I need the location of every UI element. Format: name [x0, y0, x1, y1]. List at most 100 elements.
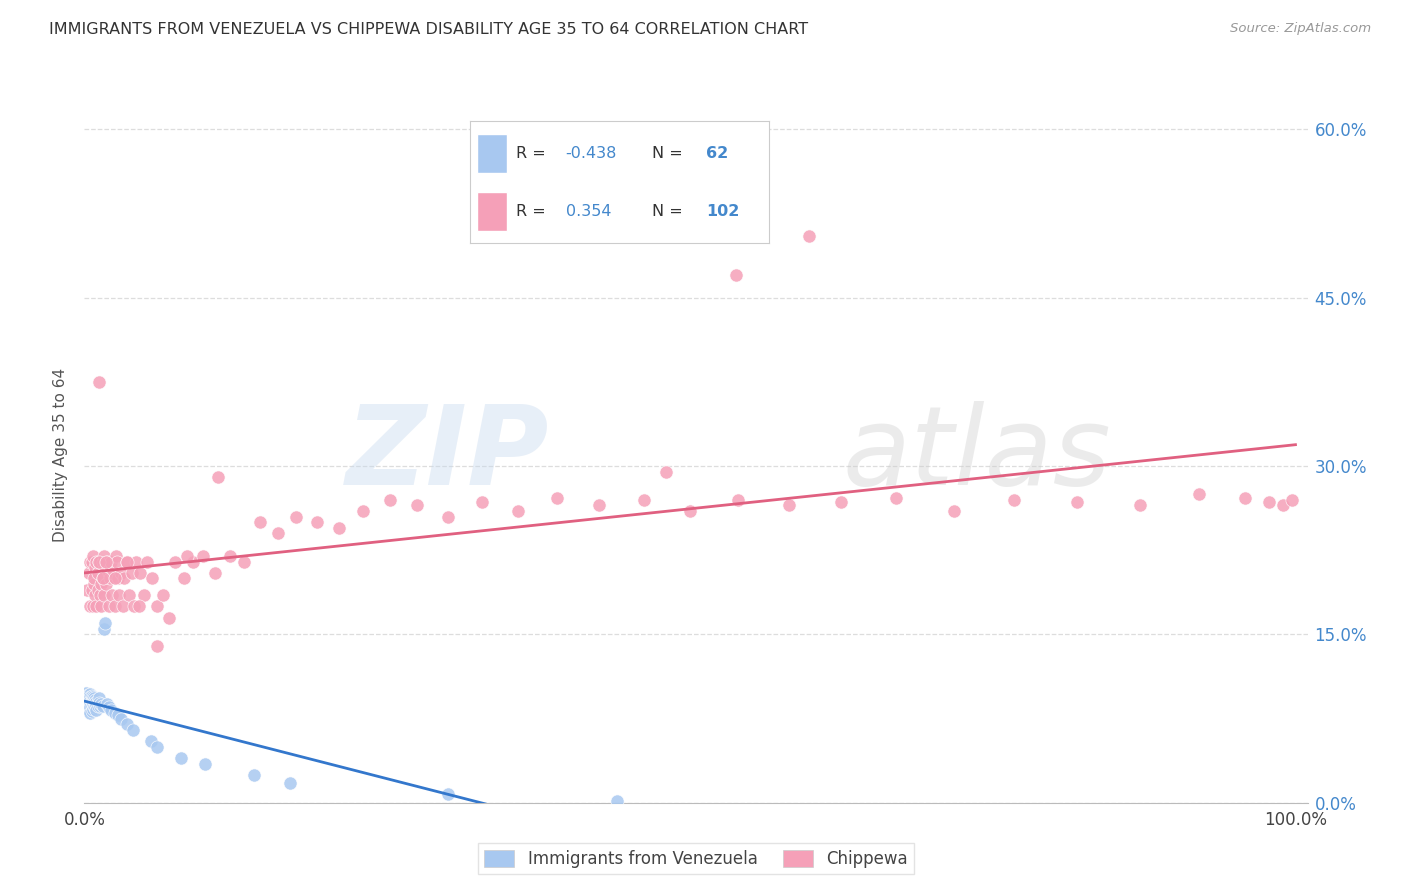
Point	[79, 697, 101, 711]
Point	[249, 515, 271, 529]
Point	[104, 599, 127, 614]
Point	[139, 734, 162, 748]
Point	[82, 599, 104, 614]
Point	[328, 521, 350, 535]
Point	[112, 599, 135, 614]
Point	[76, 690, 98, 705]
Point	[194, 756, 217, 771]
Point	[128, 599, 150, 614]
Point	[84, 560, 107, 574]
Point	[90, 577, 112, 591]
Point	[96, 577, 118, 591]
Point	[86, 582, 108, 597]
Point	[112, 571, 135, 585]
Point	[77, 689, 100, 703]
Point	[82, 694, 104, 708]
Point	[727, 492, 749, 507]
Point	[80, 704, 103, 718]
Point	[207, 470, 229, 484]
Point	[104, 571, 127, 585]
Point	[83, 691, 105, 706]
Text: ZIP: ZIP	[346, 401, 550, 508]
Point	[87, 696, 110, 710]
Point	[75, 686, 97, 700]
Point	[80, 692, 103, 706]
Point	[204, 566, 226, 580]
Point	[79, 700, 101, 714]
Point	[679, 504, 702, 518]
Point	[104, 706, 127, 720]
Point	[176, 549, 198, 563]
Point	[86, 695, 108, 709]
Point	[278, 775, 301, 789]
Point	[1281, 492, 1303, 507]
Point	[89, 588, 111, 602]
Point	[84, 700, 107, 714]
Point	[91, 571, 114, 585]
Point	[96, 697, 118, 711]
Point	[93, 588, 115, 602]
Point	[87, 375, 110, 389]
Point	[91, 571, 114, 585]
Point	[86, 695, 108, 709]
Point	[97, 566, 120, 580]
Point	[132, 588, 155, 602]
Point	[165, 555, 187, 569]
Point	[146, 639, 169, 653]
Point	[97, 599, 120, 614]
Text: atlas: atlas	[842, 401, 1111, 508]
Point	[86, 703, 108, 717]
Point	[546, 491, 568, 505]
Point	[79, 555, 101, 569]
Point	[121, 566, 143, 580]
Point	[243, 768, 266, 782]
Point	[96, 555, 118, 569]
Point	[83, 571, 105, 585]
Point	[830, 495, 852, 509]
Point	[115, 555, 138, 569]
Legend: Immigrants from Venezuela, Chippewa: Immigrants from Venezuela, Chippewa	[478, 843, 914, 874]
Point	[75, 692, 97, 706]
Point	[82, 701, 104, 715]
Point	[267, 526, 290, 541]
Point	[77, 697, 100, 711]
Point	[86, 698, 108, 713]
Point	[506, 504, 529, 518]
Text: IMMIGRANTS FROM VENEZUELA VS CHIPPEWA DISABILITY AGE 35 TO 64 CORRELATION CHART: IMMIGRANTS FROM VENEZUELA VS CHIPPEWA DI…	[49, 22, 808, 37]
Point	[76, 582, 98, 597]
Point	[83, 577, 105, 591]
Point	[84, 588, 107, 602]
Point	[90, 599, 112, 614]
Point	[125, 555, 148, 569]
Point	[436, 787, 458, 801]
Point	[93, 549, 115, 563]
Point	[79, 599, 101, 614]
Point	[86, 599, 108, 614]
Point	[122, 599, 145, 614]
Point	[115, 555, 138, 569]
Point	[146, 739, 169, 754]
Point	[173, 571, 195, 585]
Point	[80, 555, 103, 569]
Point	[436, 509, 458, 524]
Text: Source: ZipAtlas.com: Source: ZipAtlas.com	[1230, 22, 1371, 36]
Point	[107, 708, 129, 723]
Point	[633, 492, 655, 507]
Point	[152, 588, 174, 602]
Point	[157, 610, 180, 624]
Point	[100, 555, 122, 569]
Point	[191, 549, 214, 563]
Point	[118, 588, 141, 602]
Point	[79, 706, 101, 720]
Point	[83, 699, 105, 714]
Point	[105, 555, 128, 569]
Point	[83, 695, 105, 709]
Point	[80, 695, 103, 709]
Point	[103, 566, 125, 580]
Point	[86, 699, 108, 714]
Point	[115, 717, 138, 731]
Point	[89, 699, 111, 714]
Point	[108, 588, 131, 602]
Point	[79, 690, 101, 705]
Point	[87, 555, 110, 569]
